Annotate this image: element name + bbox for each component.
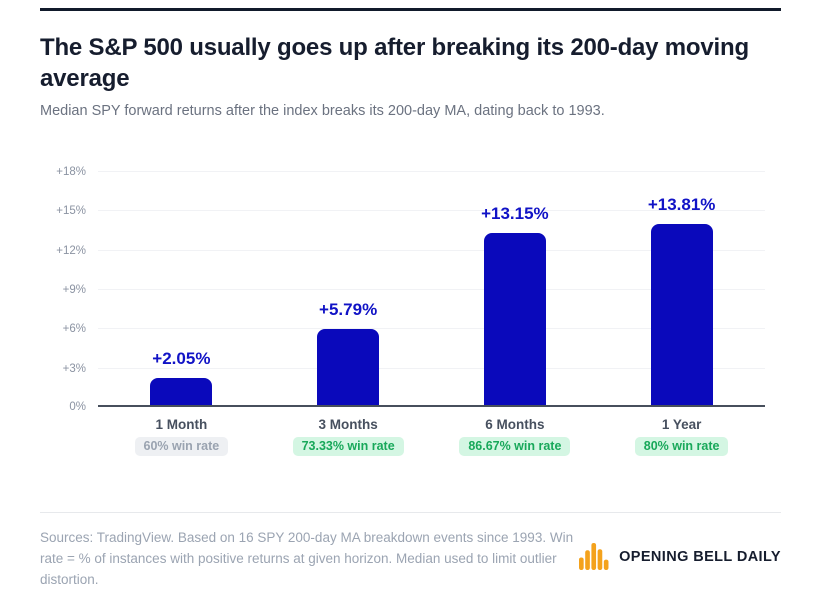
category-label: 1 Month xyxy=(155,417,208,432)
x-axis-cell: 1 Year 80% win rate xyxy=(598,417,765,456)
bar-column-1-month: +2.05% xyxy=(98,171,265,405)
bar-1-year xyxy=(650,223,713,405)
page-title: The S&P 500 usually goes up after breaki… xyxy=(40,34,749,92)
bar-chart: +18% +15% +12% +9% +6% +3% 0% +2.05% xyxy=(40,166,781,456)
bar-3-months xyxy=(317,329,380,405)
bar-value-label: +13.81% xyxy=(647,194,716,214)
bar-chart-logo-icon xyxy=(579,543,609,570)
sources-note: Sources: TradingView. Based on 16 SPY 20… xyxy=(40,530,574,587)
win-rate-badge: 80% win rate xyxy=(634,437,729,456)
gridline: +3% xyxy=(63,363,765,375)
bar-value-label: +2.05% xyxy=(152,349,211,369)
gridline: +9% xyxy=(63,284,765,296)
win-rate-badge: 60% win rate xyxy=(134,437,229,456)
bar-column-1-year: +13.81% xyxy=(598,171,765,405)
x-axis: 1 Month 60% win rate 3 Months 73.33% win… xyxy=(98,417,765,456)
y-axis-tick: +6% xyxy=(62,322,86,335)
bar-value-label: +13.15% xyxy=(481,203,549,223)
gridline: +6% xyxy=(63,323,765,335)
win-rate-badge: 86.67% win rate xyxy=(459,437,571,456)
y-axis-tick-zero: 0% xyxy=(69,401,86,413)
gridline: +15% xyxy=(56,205,765,217)
y-axis-tick: +12% xyxy=(56,244,86,257)
x-axis-cell: 1 Month 60% win rate xyxy=(98,417,265,456)
page-subtitle: Median SPY forward returns after the ind… xyxy=(40,103,605,119)
bar-column-6-months: +13.15% xyxy=(432,171,599,405)
top-rule xyxy=(40,8,781,11)
category-label: 6 Months xyxy=(485,417,545,432)
y-axis-tick: +9% xyxy=(62,283,86,296)
bar-column-3-months: +5.79% xyxy=(265,171,432,405)
win-rate-badge: 73.33% win rate xyxy=(292,437,404,456)
y-axis-tick: +15% xyxy=(56,204,86,217)
y-axis-tick: +18% xyxy=(56,165,86,178)
brand-logo: OPENING BELL DAILY xyxy=(579,543,781,570)
plot-area: +18% +15% +12% +9% +6% +3% 0% +2.05% xyxy=(56,166,765,413)
category-label: 3 Months xyxy=(318,417,378,432)
x-axis-cell: 6 Months 86.67% win rate xyxy=(432,417,599,456)
gridline: +12% xyxy=(56,245,765,257)
bar-6-months xyxy=(483,232,546,405)
category-label: 1 Year xyxy=(661,417,702,432)
y-axis-tick: +3% xyxy=(62,362,86,375)
bar-1-month xyxy=(150,378,213,405)
footer: Sources: TradingView. Based on 16 SPY 20… xyxy=(40,512,781,590)
brand-name: OPENING BELL DAILY xyxy=(619,548,781,565)
bar-columns: +2.05% +5.79% +13.15% +13.81% xyxy=(98,171,765,405)
x-axis-cell: 3 Months 73.33% win rate xyxy=(265,417,432,456)
bar-value-label: +5.79% xyxy=(319,300,378,320)
gridline: +18% xyxy=(56,166,765,178)
